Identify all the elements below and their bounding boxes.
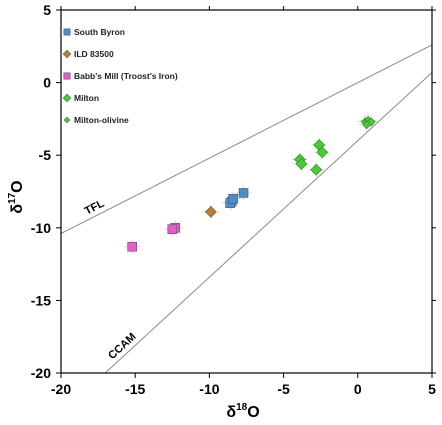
data-point-ild-83500 [204, 205, 217, 218]
x-tick-label: -20 [51, 381, 71, 397]
data-point-south-byron [238, 188, 249, 198]
data-point-milton-olivine [362, 120, 372, 130]
y-axis-label: δ17O [7, 180, 26, 213]
data-points [124, 113, 380, 254]
data-point-babb-s-mill-troost-s-iron [127, 241, 138, 252]
x-tick-label: -15 [125, 381, 145, 397]
data-point-milton [295, 157, 308, 170]
reference-lines [61, 44, 432, 373]
x-tick-label: 0 [354, 381, 362, 397]
legend-marker-milton [62, 93, 72, 103]
reference-line-tfl [61, 44, 432, 235]
legend-label-milton: Milton [74, 93, 99, 103]
data-point-south-byron [228, 193, 238, 204]
plot-frame [60, 9, 433, 374]
legend-marker-milton-olivine [63, 116, 71, 124]
reference-line-ccam [104, 72, 432, 373]
y-tick-label: 0 [43, 75, 51, 91]
legend-marker-babb-s-mill-troost-s-iron [63, 72, 71, 80]
y-tick-label: 5 [43, 2, 51, 18]
legend-label-south-byron: South Byron [74, 27, 125, 37]
y-tick-label: -10 [31, 220, 51, 236]
y-tick-label: -15 [31, 292, 51, 308]
y-tick-label: -20 [31, 365, 51, 381]
x-tick-label: -10 [199, 381, 219, 397]
plot-border [60, 9, 433, 374]
legend-label-babb-s-mill-troost-s-iron: Babb's Mill (Troost's Iron) [74, 71, 178, 81]
legend: South Byron ILD 83500 Babb's Mill (Troost'… [62, 27, 178, 125]
data-point-babb-s-mill-troost-s-iron [167, 224, 178, 235]
y-tick-label: -5 [39, 147, 52, 163]
legend-marker-south-byron [63, 28, 71, 36]
x-tick-label: -5 [277, 381, 290, 397]
legend-label-milton-olivine: Milton-olivine [74, 115, 129, 125]
data-point-milton [310, 163, 323, 176]
x-axis-label: δ18O [226, 402, 259, 421]
data-point-milton [316, 146, 329, 159]
x-tick-label: 5 [428, 381, 436, 397]
legend-label-ild-83500: ILD 83500 [74, 49, 114, 59]
legend-marker-ild-83500 [62, 49, 72, 59]
axis-ticks: -20 -15 -10 -5 0 5 5 0 -5 -10 -15 -20 [31, 2, 436, 397]
reference-line-label-tfl: TFL [83, 198, 107, 218]
